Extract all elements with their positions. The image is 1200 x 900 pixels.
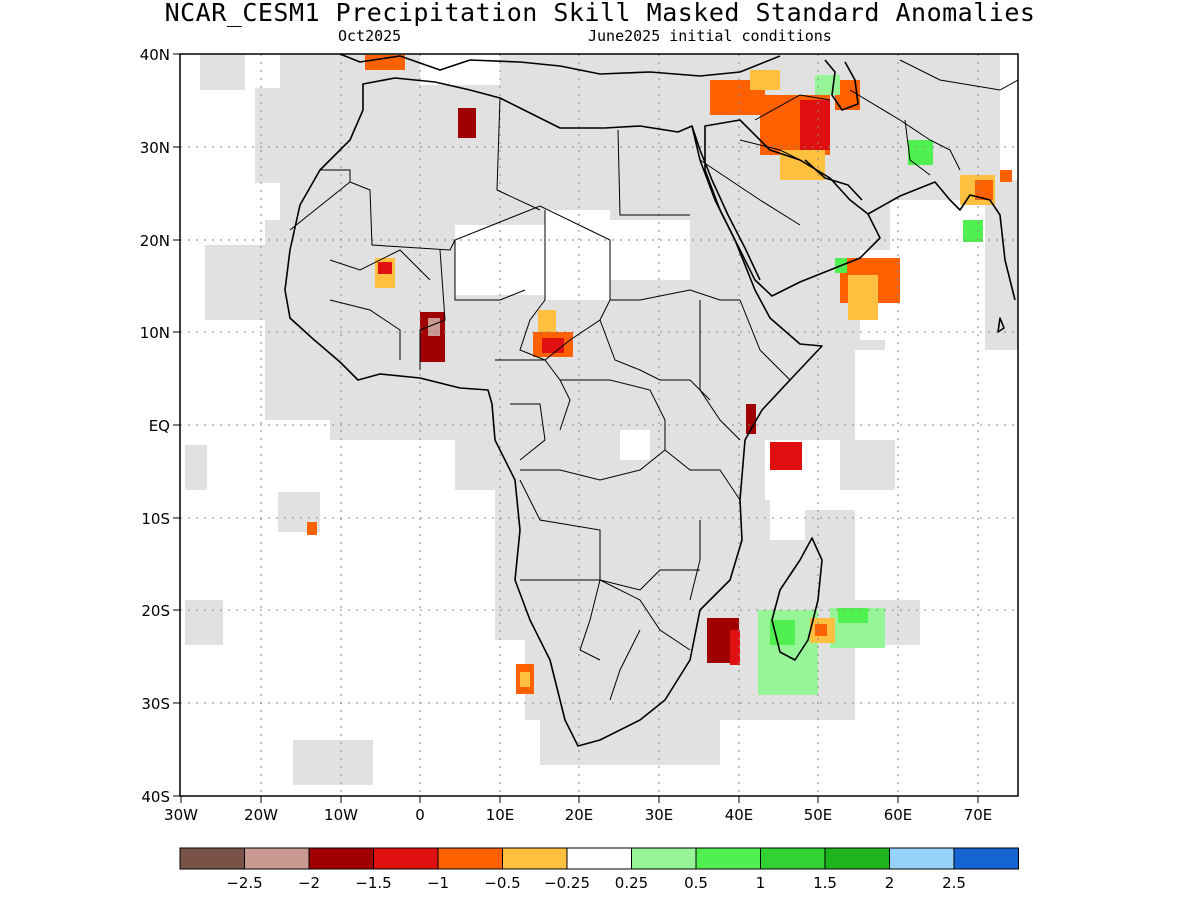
colorbar-label: −2.5: [226, 874, 262, 892]
colorbar-label: 0.25: [615, 874, 648, 892]
lat-label: 20S: [141, 602, 170, 620]
africa-coastline: [284, 77, 823, 747]
colorbar-swatch: [889, 847, 955, 870]
colorbar-labels: −2.5 −2 −1.5 −1 −0.5 −0.25 0.25 0.5 1 1.5 2 2.5: [226, 874, 966, 892]
colorbar-swatch: [373, 847, 439, 870]
anomaly-pakistan: [908, 140, 933, 165]
lon-label: 50E: [804, 806, 833, 824]
sri-lanka: [997, 317, 1005, 333]
colorbar-swatch: [179, 847, 245, 870]
anomaly-somalia-coast: [746, 404, 756, 434]
initial-conditions: June2025 initial conditions: [588, 27, 832, 45]
colorbar: [179, 847, 1019, 870]
anomaly-chad: [538, 310, 556, 335]
colorbar-label: −0.5: [484, 874, 520, 892]
lat-label: 20N: [140, 232, 170, 250]
colorbar-swatch: [953, 847, 1019, 870]
colorbar-swatch: [244, 847, 310, 870]
caspian-sea: [824, 59, 859, 111]
forecast-month: Oct2025: [338, 27, 402, 45]
anomaly-patches: [307, 55, 1012, 695]
colorbar-label: 1.5: [813, 874, 837, 892]
lon-label: 0: [415, 806, 425, 824]
lat-labels: 40N 30N 20N 10N EQ 10S 20S 30S 40S: [140, 46, 170, 806]
lat-label: 30N: [140, 139, 170, 157]
colorbar-swatch: [695, 847, 761, 870]
colorbar-swatch: [308, 847, 374, 870]
red-sea-west: [691, 125, 761, 281]
colorbar-label: −1.5: [355, 874, 391, 892]
colorbar-swatch: [566, 847, 632, 870]
lon-label: 30E: [645, 806, 674, 824]
colorbar-swatch: [631, 847, 697, 870]
colorbar-label: 2: [885, 874, 895, 892]
lon-label: 60E: [884, 806, 913, 824]
anomaly-algeria: [458, 108, 476, 138]
country-borders: [289, 59, 1018, 701]
asia-coast: [867, 181, 1016, 301]
colorbar-swatch: [760, 847, 826, 870]
chart-title: NCAR_CESM1 Precipitation Skill Masked St…: [164, 0, 1036, 27]
anomaly-indian-ocean: [770, 442, 802, 470]
lon-label: 10E: [486, 806, 515, 824]
skill-mask: [185, 54, 1018, 785]
lon-label: 10W: [324, 806, 358, 824]
lat-label: 40S: [141, 788, 170, 806]
lon-labels: 30W 20W 10W 0 10E 20E 30E 40E 50E 60E 70…: [164, 806, 992, 824]
colorbar-swatch: [437, 847, 503, 870]
persian-gulf: [804, 159, 863, 201]
lon-label: 30W: [164, 806, 198, 824]
arabia-coastline: [704, 119, 881, 297]
lat-label: 30S: [141, 695, 170, 713]
coastlines: [284, 54, 1016, 747]
lat-label: 10N: [140, 324, 170, 342]
lon-label: 20E: [565, 806, 594, 824]
colorbar-label: 0.5: [684, 874, 708, 892]
axis-ticks: [173, 53, 979, 803]
colorbar-swatch: [824, 847, 890, 870]
lon-label: 70E: [964, 806, 993, 824]
madagascar-coastline: [771, 537, 823, 661]
colorbar-label: −1: [427, 874, 449, 892]
colorbar-label: 1: [756, 874, 766, 892]
lat-label: EQ: [149, 417, 170, 435]
lon-label: 20W: [244, 806, 278, 824]
lat-label: 10S: [141, 510, 170, 528]
colorbar-label: −0.25: [544, 874, 590, 892]
lat-label: 40N: [140, 46, 170, 64]
colorbar-label: 2.5: [942, 874, 966, 892]
colorbar-swatch: [502, 847, 568, 870]
mediterranean-north: [339, 54, 781, 77]
colorbar-label: −2: [298, 874, 320, 892]
anomaly-iberia: [365, 55, 405, 70]
lon-label: 40E: [725, 806, 754, 824]
